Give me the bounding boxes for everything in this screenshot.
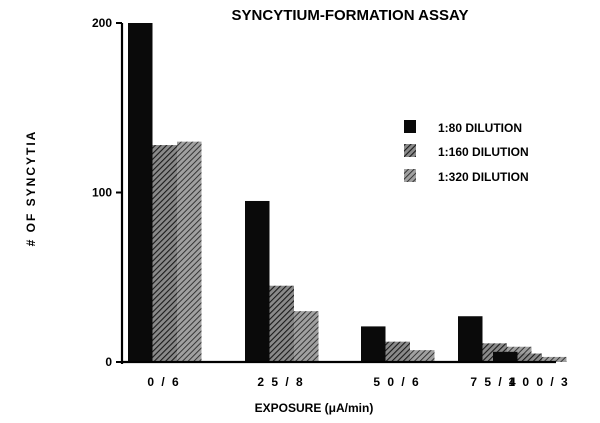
y-tick-label: 100 [92, 186, 112, 200]
bar-2-series-3 [294, 311, 319, 362]
x-tick-label: 7 5 / 4 [470, 375, 517, 389]
bar-5-series-2 [517, 353, 542, 362]
legend-entry: 1:80 DILUTION [438, 121, 522, 135]
legend-swatch [404, 120, 416, 133]
bar-1-series-1 [128, 23, 153, 362]
y-tick-label: 0 [105, 355, 112, 369]
legend-entry: 1:160 DILUTION [438, 145, 529, 159]
x-tick-label: 5 0 / 6 [373, 375, 420, 389]
y-tick-label: 200 [92, 16, 112, 30]
bar-5-series-1 [493, 351, 518, 362]
chart-title: SYNCYTIUM-FORMATION ASSAY [232, 7, 469, 24]
legend-swatch [404, 169, 416, 182]
bar-3-series-3 [410, 350, 435, 362]
y-axis-label: # OF SYNCYTIA [24, 130, 38, 247]
x-tick-label: 0 / 6 [147, 375, 180, 389]
axes-group: 0 100 200 [92, 16, 556, 369]
bar-1-series-2 [152, 145, 177, 362]
bar-3-series-2 [385, 341, 410, 362]
bar-4-series-1 [458, 316, 483, 362]
x-tick-label: 1 0 0 / 3 [508, 375, 569, 389]
bar-5-series-3 [542, 356, 567, 362]
bars-group: 0 / 6 2 5 / 8 5 0 / 6 7 5 / 41 0 0 / 3 [128, 23, 569, 389]
bar-2-series-1 [245, 200, 270, 362]
legend-swatch [404, 144, 416, 157]
x-tick-label: 2 5 / 8 [257, 375, 304, 389]
legend-entry: 1:320 DILUTION [438, 170, 529, 184]
bar-1-series-3 [177, 141, 202, 362]
legend: 1:80 DILUTION 1:160 DILUTION 1:320 DILUTIO… [404, 120, 529, 184]
x-axis-label: EXPOSURE (μA/min) [255, 401, 374, 415]
bar-3-series-1 [361, 326, 386, 362]
bar-2-series-2 [269, 285, 294, 362]
